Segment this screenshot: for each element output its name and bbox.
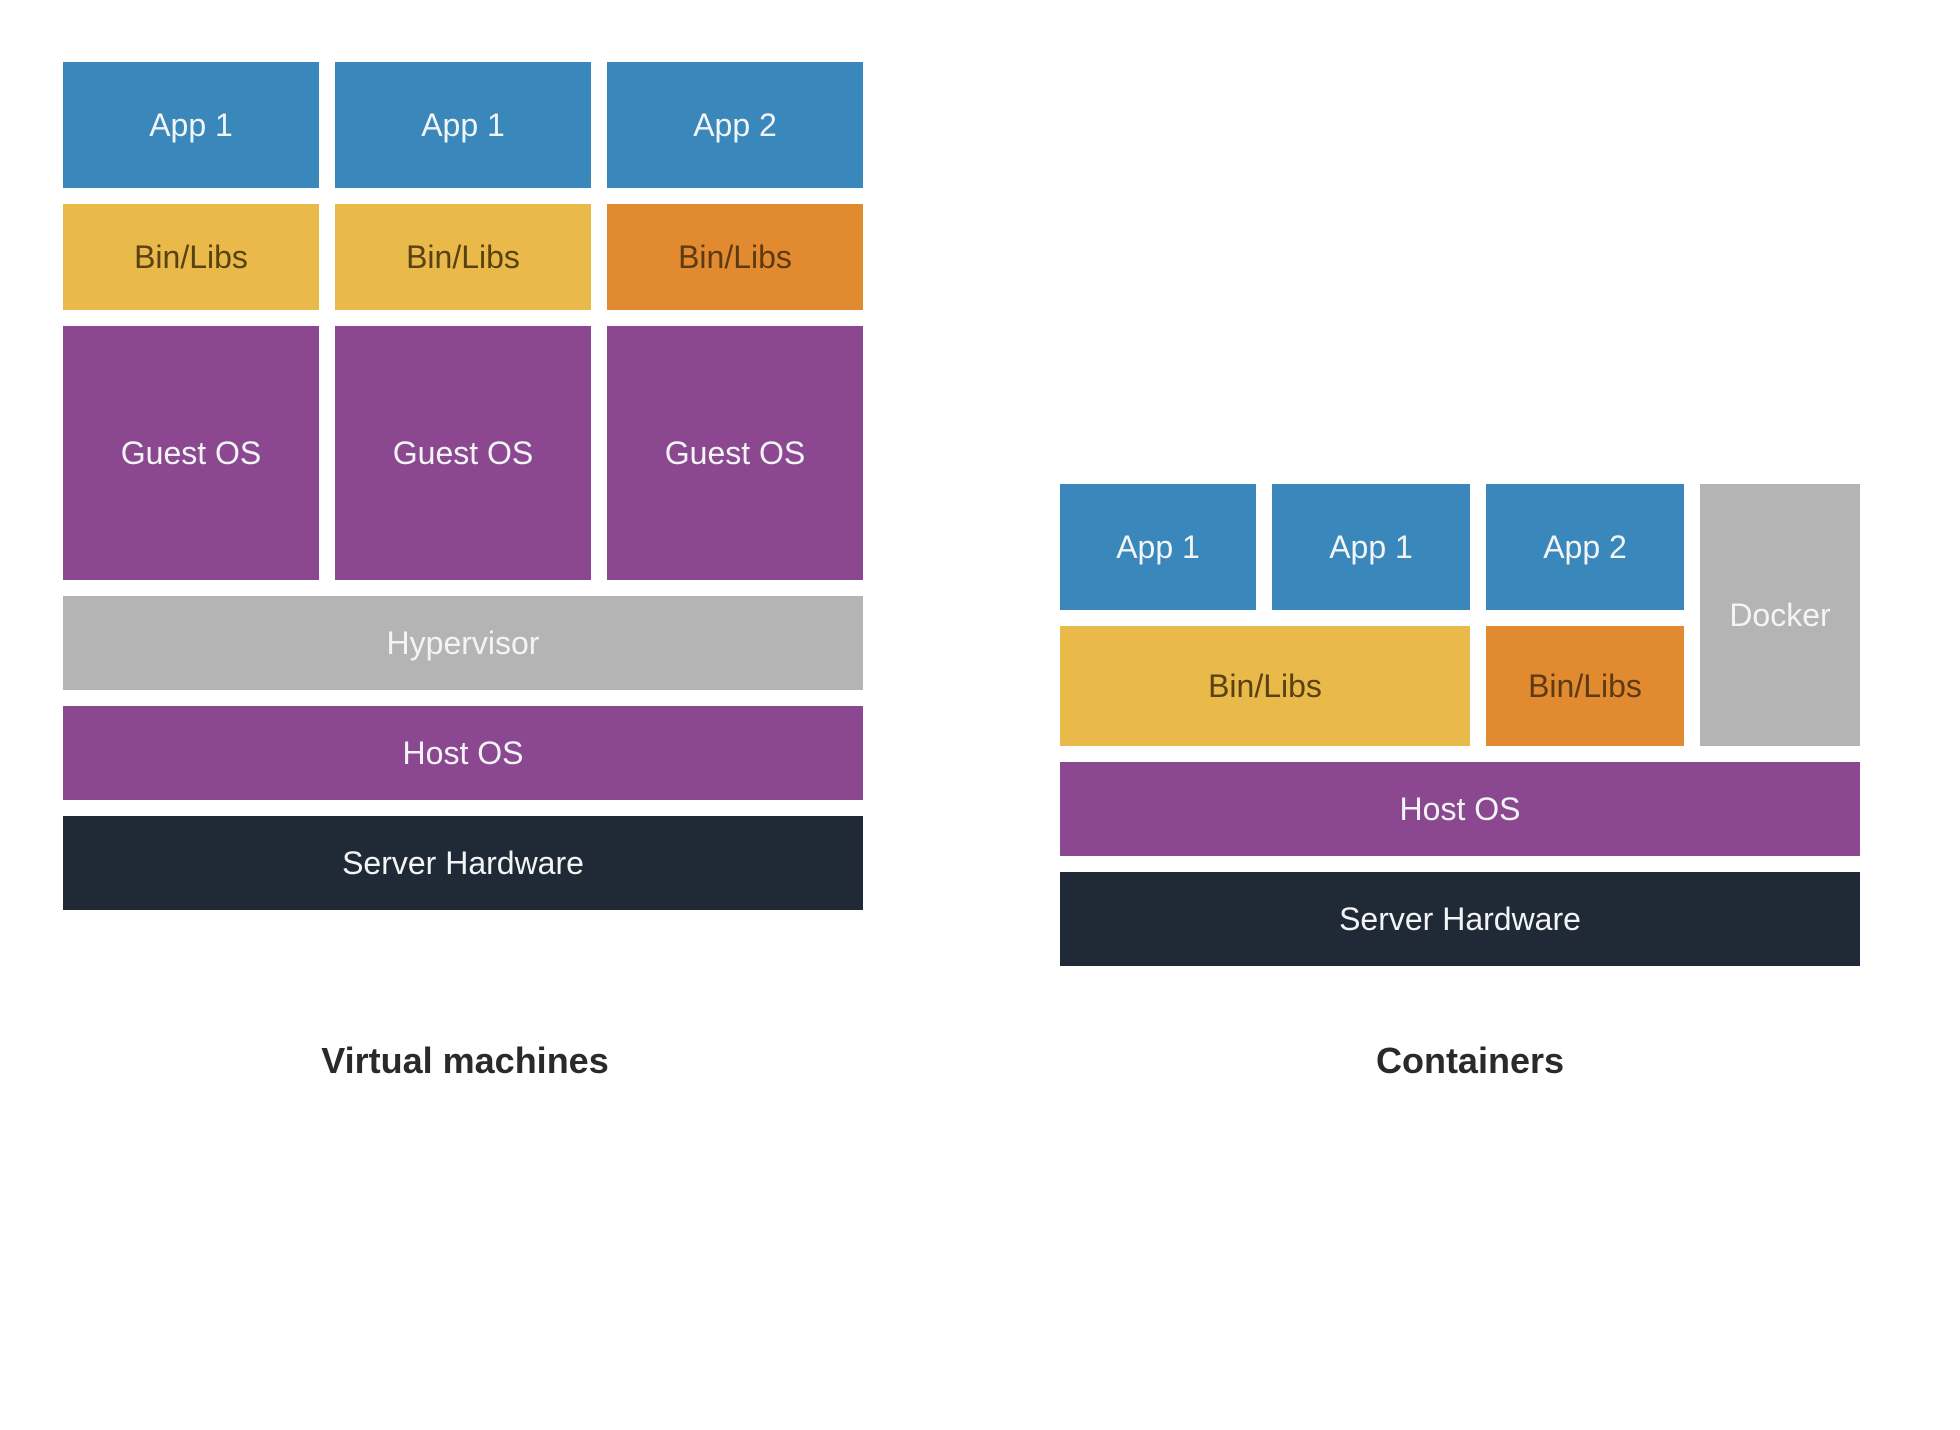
vm-hostos-box: Host OS bbox=[63, 706, 863, 800]
containers-docker-box: Docker bbox=[1700, 484, 1860, 746]
vm-hardware-box: Server Hardware bbox=[63, 816, 863, 910]
containers-binlibs-box: Bin/Libs bbox=[1060, 626, 1470, 746]
containers-app-box: App 1 bbox=[1060, 484, 1256, 610]
vm-app-box: App 2 bbox=[607, 62, 863, 188]
vm-guestos-box: Guest OS bbox=[335, 326, 591, 580]
vm-caption: Virtual machines bbox=[295, 1040, 635, 1082]
vm-binlibs-box: Bin/Libs bbox=[607, 204, 863, 310]
vm-hypervisor-box: Hypervisor bbox=[63, 596, 863, 690]
containers-binlibs-box: Bin/Libs bbox=[1486, 626, 1684, 746]
diagram-canvas: App 1 App 1 App 2 Bin/Libs Bin/Libs Bin/… bbox=[0, 0, 1960, 1430]
containers-caption: Containers bbox=[1350, 1040, 1590, 1082]
vm-binlibs-box: Bin/Libs bbox=[335, 204, 591, 310]
containers-app-box: App 1 bbox=[1272, 484, 1470, 610]
vm-app-box: App 1 bbox=[63, 62, 319, 188]
containers-hostos-box: Host OS bbox=[1060, 762, 1860, 856]
vm-guestos-box: Guest OS bbox=[63, 326, 319, 580]
vm-guestos-box: Guest OS bbox=[607, 326, 863, 580]
containers-app-box: App 2 bbox=[1486, 484, 1684, 610]
vm-app-box: App 1 bbox=[335, 62, 591, 188]
containers-hardware-box: Server Hardware bbox=[1060, 872, 1860, 966]
vm-binlibs-box: Bin/Libs bbox=[63, 204, 319, 310]
